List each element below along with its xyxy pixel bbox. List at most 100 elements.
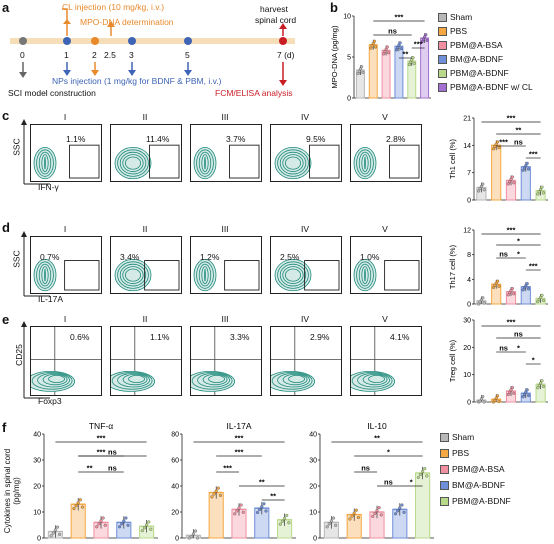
legend-label: PBM@A-BSA	[450, 40, 503, 50]
data-point	[525, 282, 529, 286]
data-point	[509, 177, 513, 181]
percentage-label: 2.9%	[310, 332, 330, 342]
percentage-label: 1.1%	[66, 134, 86, 144]
percentage-label: 0.7%	[40, 252, 60, 262]
group-label: I	[63, 224, 67, 234]
y-tick-label: 20	[33, 484, 41, 491]
legend-label: Sham	[450, 12, 473, 22]
data-point	[142, 526, 147, 530]
legend-swatch	[438, 40, 447, 50]
contour	[362, 373, 388, 386]
contour	[37, 373, 71, 388]
legend-swatch	[438, 12, 447, 22]
data-point	[58, 532, 62, 536]
flow-plot	[190, 236, 262, 294]
contour	[41, 154, 49, 172]
sig-label: ***	[529, 262, 538, 271]
data-point	[218, 493, 222, 497]
legend-swatch	[438, 82, 447, 92]
legend-item-pbm-bdnf-cl: PBM@A-BDNF w/ CL	[438, 82, 533, 92]
sig-label: *	[387, 448, 390, 457]
flow-plot	[190, 326, 262, 396]
bar	[381, 49, 391, 99]
flow-plot	[30, 326, 102, 396]
data-point	[331, 516, 336, 520]
data-point	[411, 56, 415, 60]
legend-f-item: BM@A-BDNF	[440, 480, 505, 490]
contour	[361, 266, 369, 284]
data-point	[103, 523, 107, 527]
contour	[201, 266, 209, 284]
data-point	[260, 505, 264, 509]
data-point	[506, 392, 510, 397]
legend-swatch	[438, 54, 447, 64]
data-point	[541, 191, 545, 195]
group-label: I	[63, 314, 67, 324]
y-tick-label: 0	[467, 302, 471, 309]
y-tick-label: 20	[463, 345, 471, 352]
percentage-label: 11.4%	[146, 134, 170, 144]
contour	[198, 263, 212, 287]
legend-label: PBM@A-BDNF w/ CL	[450, 82, 533, 92]
legend-label: BM@A-BDNF	[450, 54, 504, 64]
data-point	[536, 386, 540, 390]
flow-axis-arrows	[21, 321, 50, 399]
contour	[353, 147, 377, 180]
group-label: II	[142, 224, 148, 234]
data-point	[55, 525, 60, 529]
data-point	[350, 514, 354, 518]
data-point	[524, 164, 528, 168]
data-point	[527, 393, 531, 398]
contour	[122, 373, 148, 386]
contour	[277, 149, 309, 177]
contour	[117, 373, 151, 388]
data-point	[361, 70, 365, 74]
data-point	[494, 396, 498, 400]
contour	[208, 375, 226, 384]
data-point	[493, 398, 497, 402]
data-point	[521, 168, 525, 172]
flow-plot	[110, 124, 182, 182]
flow-axis-arrows	[21, 231, 50, 297]
data-point	[72, 507, 76, 511]
data-point	[191, 532, 195, 536]
contour	[36, 149, 54, 177]
legend-swatch	[440, 432, 449, 442]
data-point	[506, 182, 510, 186]
contour	[358, 263, 372, 287]
data-point	[539, 381, 543, 385]
legend-swatch	[440, 480, 449, 490]
data-point	[145, 523, 149, 527]
contour	[351, 372, 393, 390]
data-point	[541, 298, 545, 303]
sig-label: ***	[235, 434, 244, 443]
group-label: I	[63, 112, 67, 122]
legend-item-pbs: PBS	[438, 26, 467, 36]
y-tick-label: 10	[463, 372, 471, 379]
data-point	[497, 400, 501, 404]
contour	[282, 154, 304, 172]
y-tick-label: 12	[463, 228, 471, 235]
percentage-label: 0.6%	[70, 332, 90, 342]
y-tick-label: 10	[33, 510, 41, 517]
flow-plot	[30, 236, 102, 294]
data-point	[398, 41, 402, 45]
tick-7: 7 (d)	[277, 50, 295, 60]
legend-swatch	[440, 448, 449, 458]
data-point	[418, 472, 423, 477]
sig-label: **	[402, 50, 408, 59]
percentage-label: 3.3%	[230, 332, 250, 342]
sig-label: *	[517, 237, 520, 246]
contour	[119, 263, 147, 287]
contour	[284, 156, 301, 170]
data-point	[479, 397, 483, 401]
bar	[208, 492, 224, 539]
data-point	[512, 391, 516, 395]
percentage-label: 2.8%	[386, 134, 406, 144]
fcm-elisa-text: FCM/ELISA analysis	[215, 88, 293, 98]
data-point	[496, 279, 500, 283]
data-point	[120, 522, 124, 526]
gate-box	[64, 260, 100, 291]
gate-box	[144, 260, 180, 291]
data-point	[258, 508, 262, 512]
